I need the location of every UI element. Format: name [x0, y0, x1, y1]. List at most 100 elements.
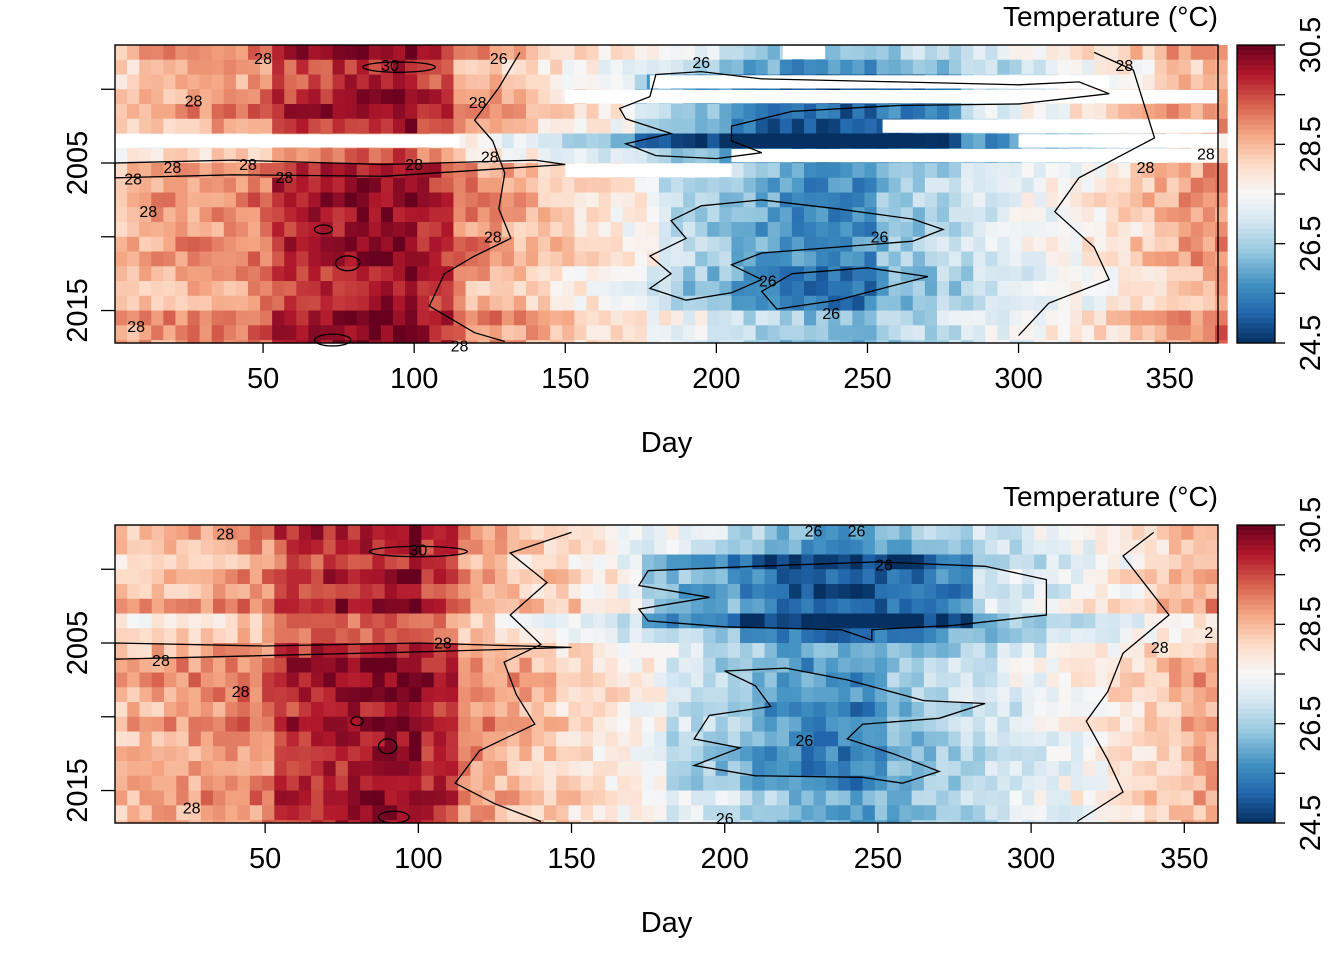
- heatmap-cell: [249, 569, 263, 585]
- heatmap-cell: [1021, 163, 1035, 179]
- heatmap-cell: [477, 310, 491, 326]
- colorbar-swatch: [1237, 203, 1275, 210]
- heatmap-cell: [453, 236, 467, 253]
- heatmap-cell: [127, 74, 140, 90]
- heatmap-cell: [556, 731, 570, 747]
- heatmap-cell: [580, 672, 594, 688]
- heatmap-cell: [622, 340, 636, 344]
- heatmap-cell: [911, 657, 925, 674]
- heatmap-cell: [1166, 163, 1180, 179]
- heatmap-cell: [211, 74, 225, 90]
- heatmap-cell: [384, 598, 398, 615]
- heatmap-cell: [887, 775, 900, 792]
- heatmap-cell: [372, 672, 386, 688]
- heatmap-cell: [453, 59, 467, 76]
- heatmap-cell: [791, 295, 805, 312]
- heatmap-cell: [888, 192, 902, 208]
- heatmap-cell: [1214, 177, 1228, 194]
- heatmap-cell: [347, 761, 361, 777]
- heatmap-cell: [1058, 525, 1072, 541]
- heatmap-cell: [568, 672, 582, 688]
- heatmap-cell: [187, 74, 201, 90]
- heatmap-cell: [296, 192, 310, 208]
- heatmap-cell: [658, 251, 672, 267]
- heatmap-cell: [200, 554, 214, 570]
- heatmap-cell: [703, 628, 717, 644]
- heatmap-cell: [985, 746, 998, 762]
- heatmap-cell: [1083, 554, 1097, 570]
- heatmap-cell: [997, 613, 1011, 629]
- heatmap-cell: [850, 672, 864, 688]
- heatmap-cell: [605, 731, 619, 747]
- heatmap-cell: [707, 310, 720, 326]
- heatmap-cell: [791, 222, 805, 238]
- heatmap-cell: [997, 716, 1011, 733]
- heatmap-cell: [543, 569, 557, 585]
- heatmap-cell: [477, 281, 491, 297]
- heatmap-cell: [262, 539, 275, 556]
- heatmap-cell: [740, 761, 753, 777]
- heatmap-cell: [997, 746, 1011, 762]
- heatmap-cell: [862, 775, 876, 792]
- heatmap-cell: [1021, 761, 1035, 777]
- heatmap-cell: [441, 45, 455, 61]
- heatmap-cell: [973, 310, 986, 326]
- heatmap-cell: [948, 731, 962, 747]
- heatmap-cell: [629, 761, 643, 777]
- heatmap-cell: [1069, 266, 1083, 282]
- heatmap-cell: [862, 598, 876, 615]
- heatmap-cell: [519, 628, 533, 644]
- heatmap-cell: [683, 192, 696, 208]
- heatmap-cell: [550, 89, 563, 105]
- heatmap-cell: [617, 539, 631, 556]
- heatmap-cell: [249, 761, 263, 777]
- heatmap-cell: [828, 118, 841, 135]
- heatmap-cell: [646, 177, 660, 194]
- heatmap-cell: [874, 820, 888, 824]
- heatmap-cell: [838, 657, 851, 674]
- heatmap-cell: [237, 643, 251, 659]
- heatmap-cell: [997, 192, 1011, 208]
- heatmap-cell: [115, 74, 128, 90]
- heatmap-cell: [791, 236, 805, 253]
- heatmap-cell: [719, 325, 733, 341]
- heatmap-cell: [139, 805, 153, 821]
- heatmap-cell: [296, 104, 310, 120]
- heatmap-cell: [1033, 177, 1047, 194]
- heatmap-cell: [501, 177, 515, 194]
- heatmap-cell: [188, 731, 202, 747]
- heatmap-cell: [568, 584, 582, 600]
- colorbar-swatch: [1237, 768, 1275, 774]
- heatmap-cell: [840, 325, 853, 341]
- heatmap-cell: [368, 45, 382, 61]
- heatmap-cell: [1046, 731, 1060, 747]
- heatmap-cell: [1205, 820, 1219, 824]
- heatmap-cell: [519, 584, 533, 600]
- colorbar-swatch: [1237, 69, 1275, 76]
- heatmap-cell: [223, 59, 237, 76]
- heatmap-cell: [948, 672, 962, 688]
- heatmap-cell: [380, 45, 394, 61]
- heatmap-cell: [1034, 657, 1048, 674]
- heatmap-cell: [127, 657, 141, 674]
- heatmap-cell: [825, 584, 839, 600]
- heatmap-cell: [985, 310, 998, 326]
- heatmap-cell: [1106, 236, 1119, 253]
- heatmap-cell: [949, 133, 962, 149]
- heatmap-cell: [429, 74, 442, 90]
- heatmap-cell: [997, 207, 1011, 223]
- heatmap-cell: [838, 790, 851, 806]
- heatmap-cell: [1144, 746, 1158, 762]
- heatmap-cell: [1095, 598, 1109, 615]
- contour-28: [114, 642, 572, 660]
- plot-frame: [114, 44, 1219, 344]
- heatmap-cell: [249, 598, 263, 615]
- heatmap-cell: [199, 295, 213, 312]
- heatmap-cell: [1021, 104, 1035, 120]
- heatmap-cell: [445, 731, 459, 747]
- heatmap-cell: [235, 266, 249, 282]
- heatmap-cell: [634, 281, 648, 297]
- heatmap-cell: [973, 222, 986, 238]
- heatmap-cell: [151, 118, 164, 135]
- heatmap-cell: [458, 584, 472, 600]
